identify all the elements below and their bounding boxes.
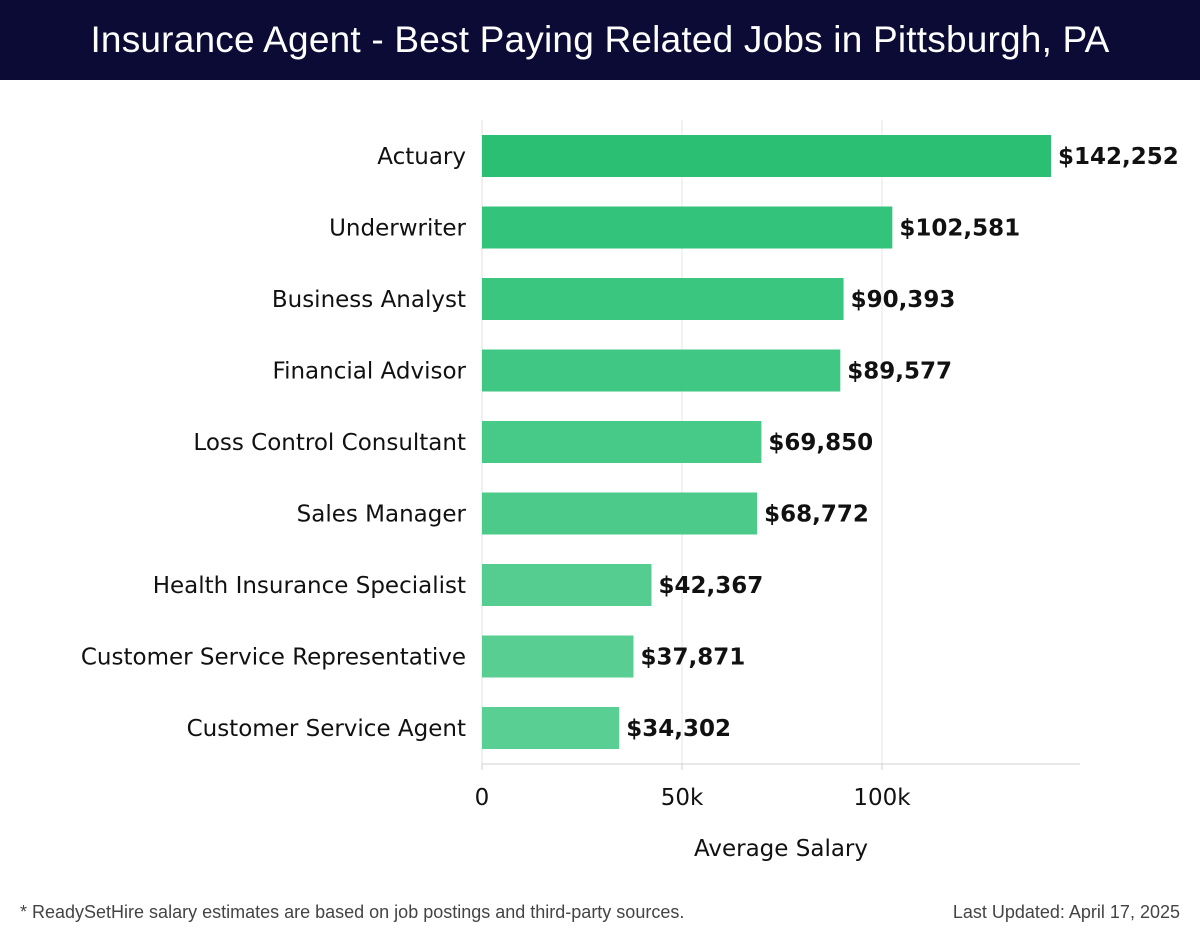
category-label: Sales Manager [297, 502, 467, 528]
x-tick-label: 0 [475, 785, 490, 811]
bar [482, 349, 841, 392]
value-label: $142,252 [1058, 144, 1179, 170]
category-label: Health Insurance Specialist [153, 573, 466, 599]
bar [482, 421, 762, 463]
category-label: Customer Service Representative [81, 645, 466, 671]
category-label: Underwriter [329, 216, 466, 242]
value-label: $90,393 [851, 287, 956, 313]
chart-title: Insurance Agent - Best Paying Related Jo… [90, 19, 1110, 60]
bar [482, 707, 620, 749]
bar [482, 635, 634, 678]
value-label: $89,577 [847, 359, 952, 385]
x-axis-title: Average Salary [694, 836, 868, 862]
value-label: $69,850 [768, 430, 873, 456]
category-label: Business Analyst [272, 287, 466, 313]
x-tick-label: 100k [853, 785, 911, 811]
x-tick-label: 50k [661, 785, 704, 811]
footer-updated: Last Updated: April 17, 2025 [952, 902, 1180, 922]
value-label: $37,871 [640, 645, 745, 671]
bar [482, 135, 1052, 177]
value-label: $102,581 [899, 216, 1020, 242]
category-label: Financial Advisor [273, 359, 467, 385]
bar [482, 564, 652, 606]
category-label: Customer Service Agent [187, 716, 466, 742]
bar-chart: Actuary $142,252 Underwriter $102,581 Busine… [81, 120, 1179, 862]
bar [482, 278, 844, 320]
bar [482, 492, 758, 535]
category-label: Actuary [377, 144, 466, 170]
value-label: $42,367 [658, 573, 763, 599]
bar [482, 206, 893, 249]
category-label: Loss Control Consultant [193, 430, 466, 456]
value-label: $68,772 [764, 502, 869, 528]
header-bar: Insurance Agent - Best Paying Related Jo… [0, 0, 1200, 80]
value-label: $34,302 [626, 716, 731, 742]
footer-note: * ReadySetHire salary estimates are base… [20, 902, 685, 922]
